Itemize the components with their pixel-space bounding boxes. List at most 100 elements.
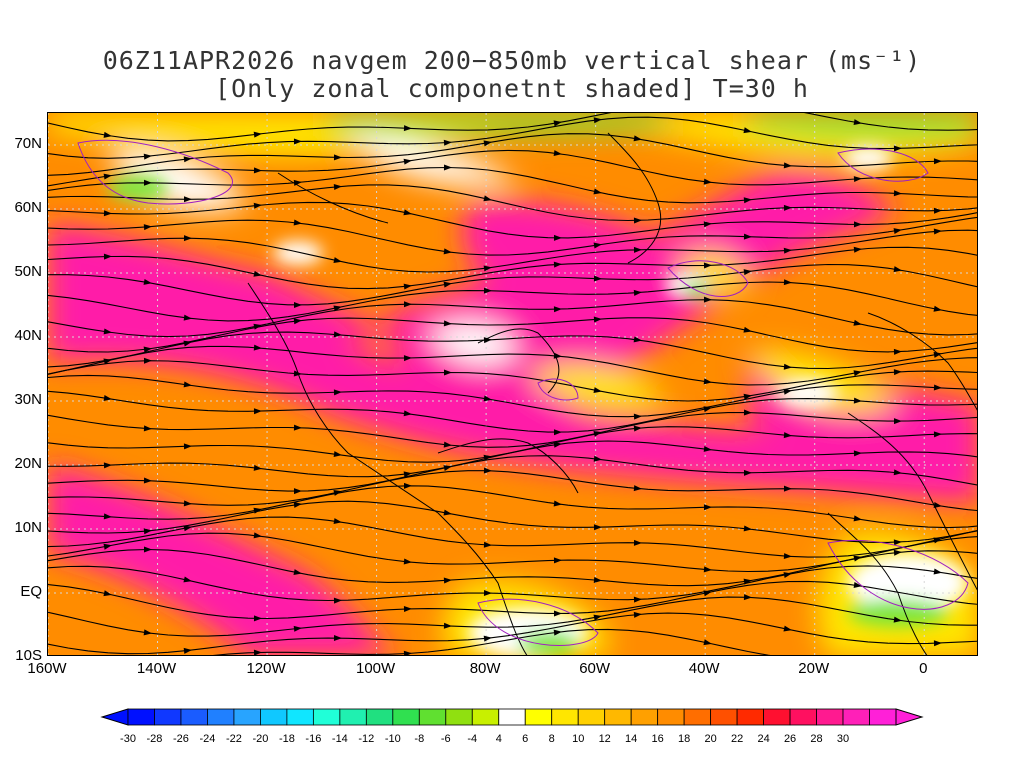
streamline-arrow [333, 451, 342, 458]
streamline-arrow [743, 525, 752, 532]
streamline-arrow [293, 318, 302, 325]
map-title: 06Z11APR2026 navgem 200−850mb vertical s… [102, 46, 922, 75]
streamline-arrow [633, 135, 642, 142]
streamline-arrow [483, 635, 492, 642]
streamline [48, 548, 977, 587]
streamline-arrow [333, 154, 342, 161]
streamline-arrow [933, 305, 942, 312]
streamline-arrow [633, 539, 642, 546]
colorbar-label: 20 [704, 733, 717, 745]
streamline-arrow [443, 577, 452, 584]
streamline-arrow [743, 594, 752, 601]
streamline-arrow [853, 515, 862, 522]
streamline-arrow [403, 125, 412, 132]
streamline [48, 116, 977, 159]
longitude-label: 40W [688, 660, 720, 677]
streamline-arrow [403, 158, 412, 165]
coastlines [247, 132, 977, 655]
streamline-arrow [103, 590, 112, 597]
colorbar-min-arrow [100, 708, 129, 726]
colorbar-swatch [445, 708, 473, 726]
colorbar-swatch [471, 708, 500, 726]
colorbar-label: -6 [440, 733, 451, 745]
streamline-arrow [783, 572, 792, 578]
streamline-arrow [593, 576, 602, 583]
streamline-arrow [443, 369, 452, 376]
streamline-arrow [743, 197, 752, 204]
streamline-arrow [743, 233, 752, 240]
streamline-arrow [783, 388, 792, 395]
colorbar-label: 16 [651, 733, 664, 745]
streamline-arrow [403, 650, 412, 655]
streamline-arrow [593, 188, 602, 195]
streamline-arrow [403, 482, 412, 489]
streamline-arrow [783, 247, 792, 254]
streamline-arrow [553, 500, 562, 507]
streamline-arrow [253, 131, 262, 138]
streamline [48, 166, 977, 204]
streamline-arrow [143, 357, 152, 364]
streamline-arrow [703, 296, 712, 303]
streamline-arrow [853, 370, 862, 377]
streamline-arrow [593, 316, 602, 323]
streamline-arrow [293, 219, 302, 226]
streamline-arrow [553, 234, 562, 241]
colorbar-swatch [816, 708, 844, 726]
map-subtitle: [Only zonal componetnt shaded] T=30 h [215, 74, 809, 103]
streamline-arrow [633, 596, 642, 603]
colorbar-swatch [233, 708, 261, 726]
streamline [48, 412, 977, 448]
streamline-arrow [853, 221, 862, 228]
streamline-arrow [333, 518, 342, 525]
streamline-arrow [933, 207, 942, 214]
colorbar-swatch [683, 708, 712, 726]
colorbar-label: -20 [252, 733, 269, 745]
streamline-arrow [443, 139, 452, 146]
colorbar-swatch [842, 708, 870, 726]
streamline-arrow [633, 289, 642, 296]
zero-contours [77, 139, 969, 646]
longitude-label: 60W [579, 660, 611, 677]
streamline-arrow [783, 279, 792, 286]
streamline-arrow [403, 558, 412, 565]
streamline-arrow [143, 224, 152, 231]
streamline-arrow [483, 395, 492, 402]
streamline-arrow [143, 528, 152, 535]
streamline-arrow [143, 179, 152, 186]
streamline [48, 113, 977, 142]
shading-detail [108, 146, 968, 655]
streamline-arrow [743, 326, 752, 333]
streamline-arrow [293, 488, 302, 495]
streamline-arrow [853, 397, 862, 404]
streamline-arrow [553, 629, 562, 636]
colorbar [100, 708, 924, 726]
streamline-arrow [183, 235, 192, 242]
colorbar-label: -18 [278, 733, 295, 745]
colorbar-label: -10 [384, 733, 401, 745]
streamline-arrow [143, 477, 152, 484]
streamline-arrow [333, 257, 342, 264]
streamline-arrow [553, 120, 562, 127]
streamline-arrow [293, 625, 302, 632]
streamline-arrow [893, 539, 902, 546]
streamline-arrow [183, 647, 192, 654]
streamline [48, 345, 977, 386]
streamline-arrow [183, 500, 192, 507]
streamline-arrow [403, 355, 412, 362]
colorbar-swatch [418, 708, 447, 726]
streamline-arrow [703, 566, 712, 573]
streamline-arrow [183, 576, 192, 583]
streamline-arrow [293, 569, 302, 575]
colorbar-label: 18 [678, 733, 691, 745]
longitude-label: 160W [27, 660, 67, 677]
longitude-label: 100W [355, 660, 396, 677]
streamline-arrow [443, 622, 452, 629]
streamline [48, 201, 977, 239]
colorbar-label: 10 [572, 733, 585, 745]
latitude-label: 10S [15, 647, 42, 664]
colorbar-label: 24 [757, 733, 770, 745]
streamline-arrow [293, 302, 302, 309]
streamline-arrow [103, 358, 112, 365]
colorbar-label: -24 [199, 733, 216, 745]
streamline-arrow [443, 164, 452, 171]
